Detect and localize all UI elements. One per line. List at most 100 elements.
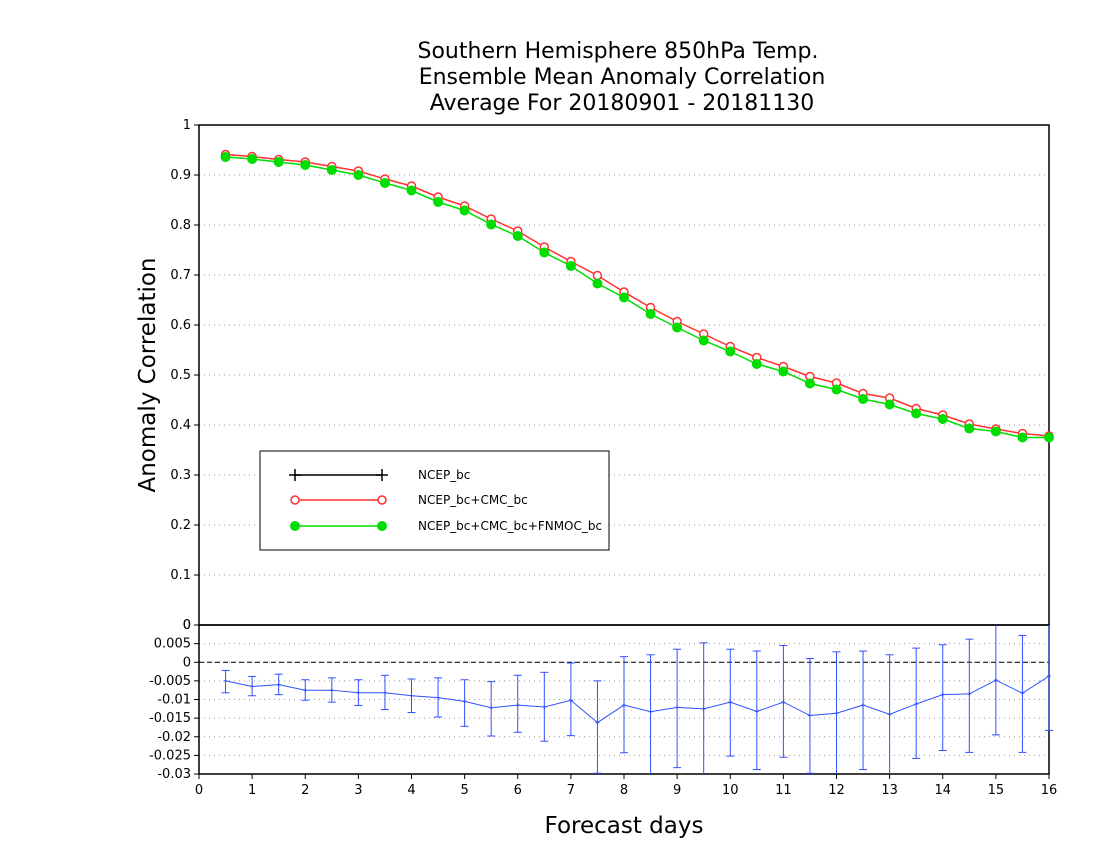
series-ncep-cmc-fnmoc-point	[326, 165, 337, 175]
legend-swatch-marker	[376, 469, 388, 481]
top-y-tick-label: 0.3	[170, 468, 191, 483]
top-y-tick-label: 0.4	[170, 418, 191, 433]
x-tick-label: 1	[248, 783, 256, 798]
x-tick-label: 0	[195, 783, 203, 798]
difference-point	[861, 703, 866, 708]
x-tick-label: 7	[567, 783, 575, 798]
bottom-y-tick-label: -0.015	[149, 711, 191, 726]
legend-swatch-marker	[289, 469, 301, 481]
chart-legend: NCEP_bc NCEP_bc+CMC_bc NCEP_bc+CMC_bc+FNMO…	[259, 450, 610, 551]
difference-point	[223, 678, 228, 683]
difference-point	[382, 690, 387, 695]
series-ncep-cmc-fnmoc-point	[778, 366, 789, 377]
chart-title-line-1: Southern Hemisphere 850hPa Temp.	[418, 39, 819, 64]
x-axis: 0 1 2 3 4 5 6 7 8 9 10 11 12 13 14 15 16	[195, 774, 1057, 798]
series-ncep-cmc-fnmoc-point	[672, 322, 683, 333]
series-ncep-cmc-fnmoc-point	[858, 394, 869, 404]
bottom-y-tick-label: -0.01	[157, 693, 191, 708]
anomaly-correlation-panel: 0 0.1 0.2 0.3 0.4 0.5 0.6 0.7 0.8 0.9 1	[170, 118, 1054, 633]
series-ncep-cmc-fnmoc-point	[990, 426, 1001, 437]
top-y-tick-label: 0	[183, 618, 191, 633]
difference-point	[250, 684, 255, 689]
top-y-tick-label: 0.5	[170, 368, 191, 383]
difference-point	[807, 713, 812, 718]
x-tick-label: 8	[620, 783, 628, 798]
x-tick-label: 16	[1041, 783, 1058, 798]
x-tick-label: 11	[775, 783, 792, 798]
bottom-y-tick-label: -0.02	[157, 730, 191, 745]
series-ncep-cmc-line	[225, 153, 1050, 437]
difference-point	[462, 699, 467, 704]
x-tick-label: 13	[881, 783, 898, 798]
difference-point	[675, 705, 680, 710]
difference-point	[701, 706, 706, 711]
x-tick-label: 2	[301, 783, 309, 798]
difference-point	[409, 693, 414, 698]
difference-point	[887, 712, 892, 717]
difference-point	[1047, 674, 1051, 679]
difference-point	[436, 695, 441, 700]
series-ncep-cmc-fnmoc-point	[964, 423, 975, 434]
difference-point	[276, 682, 281, 687]
bottom-y-tick-label: 0	[183, 655, 191, 670]
difference-point	[1020, 691, 1025, 696]
series-ncep-cmc-fnmoc-point	[512, 231, 523, 241]
difference-point	[489, 705, 494, 710]
chart-title-line-2: Ensemble Mean Anomaly Correlation	[419, 65, 826, 90]
series-ncep-cmc-fnmoc-point	[353, 170, 364, 180]
top-y-tick-label: 0.1	[170, 568, 191, 583]
legend-swatch-marker	[377, 495, 387, 505]
legend-entry-label: NCEP_bc+CMC_bc	[418, 493, 528, 507]
difference-point	[834, 711, 839, 716]
x-tick-label: 10	[722, 783, 739, 798]
series-ncep-cmc-fnmoc-point	[247, 154, 258, 164]
top-y-tick-label: 0.9	[170, 168, 191, 183]
x-tick-label: 15	[988, 783, 1005, 798]
legend-swatch-marker	[377, 521, 387, 531]
series-ncep-cmc-fnmoc-point	[539, 247, 550, 258]
x-tick-label: 12	[828, 783, 845, 798]
difference-point	[914, 701, 919, 706]
bottom-y-tick-label: 0.005	[154, 637, 191, 652]
difference-point	[622, 703, 626, 708]
legend-entry-label: NCEP_bc+CMC_bc+FNMOC_bc	[418, 519, 602, 533]
legend-swatch-marker	[290, 521, 300, 531]
series-ncep-cmc-fnmoc-point	[937, 414, 948, 424]
series-ncep-cmc-fnmoc-point	[698, 335, 709, 346]
bottom-y-tick-label: -0.03	[157, 767, 191, 782]
series-ncep-cmc-fnmoc-point	[300, 160, 311, 170]
x-tick-label: 14	[934, 783, 951, 798]
series-ncep-cmc-fnmoc-point	[751, 359, 762, 369]
difference-point	[728, 700, 733, 705]
difference-point	[967, 691, 972, 696]
chart-title-line-3: Average For 20180901 - 20181130	[430, 91, 815, 116]
series-ncep-cmc-fnmoc-point	[619, 292, 629, 303]
series-ncep-cmc-fnmoc-point	[592, 278, 603, 289]
series-ncep-cmc-fnmoc-point	[433, 197, 444, 207]
series-ncep-cmc-fnmoc-point	[804, 378, 815, 389]
series-ncep-cmc-fnmoc-point	[565, 261, 576, 271]
series-ncep-cmc-fnmoc-point	[273, 157, 284, 167]
series-ncep-cmc-fnmoc-point	[1017, 432, 1028, 443]
series-ncep-cmc-fnmoc-point	[645, 309, 656, 319]
x-axis-label: Forecast days	[545, 813, 704, 839]
difference-point	[781, 700, 786, 705]
bottom-y-tick-label: -0.005	[149, 674, 191, 689]
difference-point	[648, 709, 653, 714]
top-y-tick-label: 0.7	[170, 268, 191, 283]
series-ncep-cmc-fnmoc-point	[884, 399, 895, 410]
difference-point	[940, 692, 945, 697]
series-ncep-cmc-fnmoc-point	[1044, 432, 1054, 443]
difference-point	[754, 709, 759, 714]
top-y-tick-label: 0.6	[170, 318, 191, 333]
top-y-tick-label: 0.8	[170, 218, 191, 233]
difference-point	[542, 704, 547, 709]
series-ncep-cmc-fnmoc-point	[725, 346, 736, 357]
legend-swatch-marker	[290, 495, 300, 505]
difference-point	[515, 703, 520, 708]
x-tick-label: 6	[514, 783, 522, 798]
difference-point	[329, 688, 334, 693]
difference-point	[993, 678, 998, 683]
series-ncep-cmc-fnmoc-point	[911, 408, 922, 419]
